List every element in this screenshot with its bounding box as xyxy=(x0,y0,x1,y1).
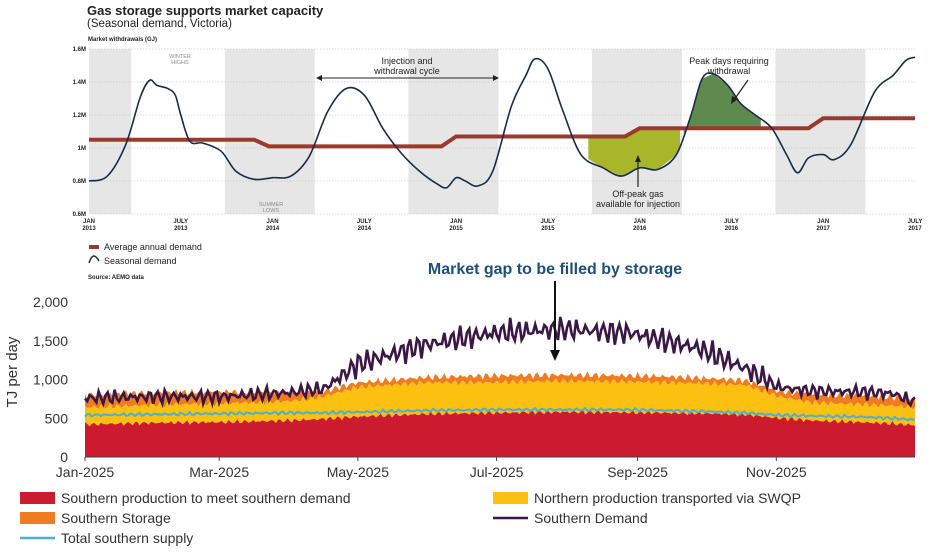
chart2-y-tick: 2,000 xyxy=(33,294,68,310)
chart1-y-tick: 1.2M xyxy=(73,113,86,119)
chart1-annotation-peak: Peak days requiring xyxy=(689,56,769,66)
chart1-annotation-offpeak-2: available for injection xyxy=(596,199,680,209)
chart2-legend-label: Total southern supply xyxy=(61,530,193,546)
chart1-x-tick-year: 2014 xyxy=(358,226,372,232)
chart2-x-tick: Sep-2025 xyxy=(607,464,668,480)
chart1-y-tick: 1.6M xyxy=(73,47,86,53)
chart1-subtitle: (Seasonal demand, Victoria) xyxy=(87,18,232,30)
chart1-x-tick-year: 2017 xyxy=(908,226,922,232)
chart2-legend-label: Southern Storage xyxy=(61,510,171,526)
chart1-y-tick: 0.8M xyxy=(73,179,86,185)
chart1-offpeak-arrowhead xyxy=(635,155,641,162)
chart2-ylabel: TJ per day xyxy=(4,336,21,407)
chart1-offpeak-fill xyxy=(588,128,680,176)
chart1-cycle-arrowhead-right xyxy=(493,75,499,81)
chart2-legend-swatch xyxy=(20,492,55,504)
chart1-legend-average-label: Average annual demand xyxy=(104,242,202,252)
chart2-x-tick: Jul-2025 xyxy=(470,464,524,480)
chart1-x-tick-year: 2016 xyxy=(633,226,647,232)
chart2-legend-label: Southern Demand xyxy=(534,510,648,526)
chart2-y-tick: 1,500 xyxy=(33,333,68,349)
chart2-total-southern-supply-line xyxy=(84,406,916,422)
chart1-annotation-summer-2: LOWS xyxy=(263,208,280,214)
chart1-peak-fill xyxy=(683,73,761,135)
chart1-x-tick: JAN xyxy=(817,219,829,225)
chart1-legend-seasonal-label: Seasonal demand xyxy=(104,256,177,266)
chart2-title-arrowhead xyxy=(550,350,560,361)
chart2-x-tick: Mar-2025 xyxy=(189,464,249,480)
chart1-shaded-band xyxy=(224,49,315,214)
chart1-x-tick-year: 2017 xyxy=(817,226,831,232)
chart2-legend-label: Northern production transported via SWQP xyxy=(534,490,801,506)
chart2-y-tick: 1,000 xyxy=(33,372,68,388)
chart2-southern-storage-area xyxy=(85,371,915,410)
chart2-legend-label: Southern production to meet southern dem… xyxy=(61,490,351,506)
chart2-x-tick: May-2025 xyxy=(327,464,389,480)
chart1-x-tick-year: 2016 xyxy=(725,226,739,232)
chart1-y-tick: 1.4M xyxy=(73,80,86,86)
chart1-x-tick-year: 2014 xyxy=(266,226,280,232)
chart2-southern-production-area xyxy=(85,410,915,457)
chart1-y-tick: 0.6M xyxy=(73,212,86,218)
chart1-seasonal-demand-line xyxy=(88,56,916,189)
chart1-x-tick-year: 2013 xyxy=(174,226,188,232)
chart1-annotation-cycle: Injection and xyxy=(381,56,432,66)
chart1-x-tick-year: 2013 xyxy=(82,226,96,232)
chart1-annotation-peak-2: withdrawal xyxy=(707,66,751,76)
chart2-x-tick: Nov-2025 xyxy=(746,464,807,480)
chart2-y-tick: 500 xyxy=(45,410,69,426)
chart2-northern-production-area xyxy=(85,378,915,427)
chart1-x-tick: JAN xyxy=(634,219,646,225)
chart1-average-demand-line xyxy=(89,116,915,149)
chart1-x-tick: JULY xyxy=(540,219,555,225)
chart1-x-tick: JULY xyxy=(908,219,923,225)
chart1-x-tick-year: 2015 xyxy=(541,226,555,232)
chart1-ylabel: Market withdrawals (GJ) xyxy=(88,37,157,43)
chart1-annotation-offpeak: Off-peak gas xyxy=(612,189,664,199)
chart1-shaded-band xyxy=(89,49,132,214)
chart1-shaded-band xyxy=(775,49,866,214)
chart1-title: Gas storage supports market capacity xyxy=(87,3,324,18)
chart2-legend-swatch xyxy=(20,512,55,524)
chart2-title: Market gap to be filled by storage xyxy=(428,261,682,278)
chart1-x-tick-year: 2015 xyxy=(449,226,463,232)
chart1-cycle-arrowhead-left xyxy=(316,75,322,81)
chart2-southern-demand-line xyxy=(84,316,916,409)
chart1-x-tick: JULY xyxy=(724,219,739,225)
chart1-annotation-winter: WINTER xyxy=(169,54,191,60)
chart1-x-tick: JULY xyxy=(173,219,188,225)
chart2-y-tick: 0 xyxy=(60,449,68,465)
chart2-x-tick: Jan-2025 xyxy=(56,464,115,480)
chart1-annotation-winter-2: HIGHS xyxy=(171,60,189,66)
chart1-y-tick: 1M xyxy=(78,146,86,152)
chart1-annotation-summer: SUMMER xyxy=(259,202,283,208)
chart1-peak-arrowhead xyxy=(731,96,738,104)
chart1-legend-seasonal-swatch xyxy=(88,255,100,264)
chart1-x-tick: JAN xyxy=(83,219,95,225)
chart1-x-tick: JULY xyxy=(357,219,372,225)
chart2-legend-swatch xyxy=(493,492,528,504)
chart1-source: Source: AEMO data xyxy=(88,275,144,281)
chart1-x-tick: JAN xyxy=(450,219,462,225)
chart1-shaded-band xyxy=(408,49,499,214)
chart1-x-tick: JAN xyxy=(267,219,279,225)
chart1-annotation-cycle-2: withdrawal cycle xyxy=(373,66,440,76)
chart1-peak-arrow xyxy=(733,79,749,101)
